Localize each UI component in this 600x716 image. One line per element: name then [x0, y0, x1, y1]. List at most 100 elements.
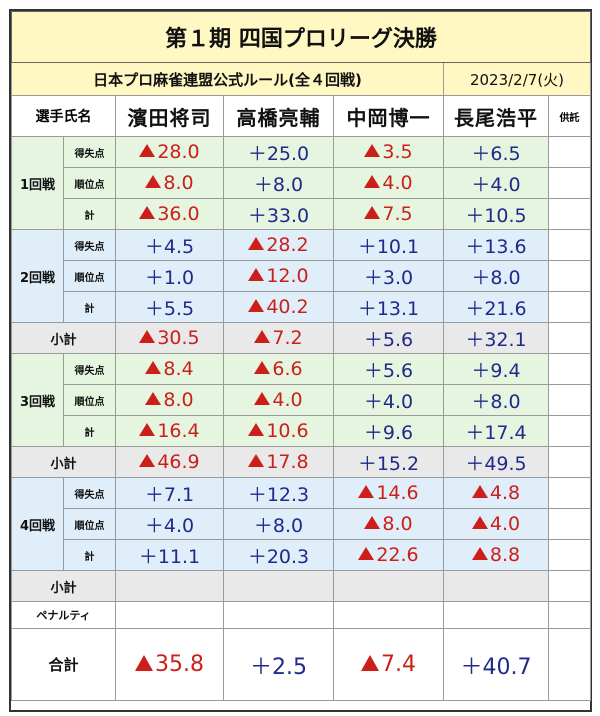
score-value: ＋10.5: [443, 198, 549, 230]
score-value: 12.0: [223, 260, 334, 292]
score-value: ＋17.4: [443, 415, 549, 447]
score-value: ＋3.0: [333, 260, 444, 292]
deposit-cell: [548, 260, 591, 292]
penalty-row: ペナルティ: [11, 601, 591, 629]
row-type-label: 計: [63, 291, 116, 323]
score-text: ＋2.5: [250, 654, 307, 680]
penalty-label: ペナルティ: [11, 601, 116, 629]
score-text: 4.0: [489, 513, 521, 535]
subtotal-row: 小計: [11, 570, 591, 602]
score-value: 7.5: [333, 198, 444, 230]
penalty-cell: [333, 601, 444, 629]
table-row: 計 16.4 10.6 ＋9.6 ＋17.4: [12, 415, 591, 447]
score-value: ＋9.6: [333, 415, 444, 447]
score-value: ＋4.0: [115, 508, 224, 540]
score-value: 8.0: [333, 508, 444, 540]
score-text: ＋32.1: [465, 328, 527, 351]
score-value: ＋8.0: [223, 508, 334, 540]
deposit-cell: [548, 601, 591, 629]
table-row: 4回戦 得失点 ＋7.1 ＋12.3 14.6 4.8: [11, 477, 591, 571]
player-name: 中岡博一: [333, 95, 444, 137]
score-value: ＋4.0: [443, 167, 549, 199]
score-text: ＋12.3: [247, 483, 310, 506]
penalty-cell: [443, 601, 549, 629]
score-value: 4.8: [443, 477, 549, 509]
row-type-label: 順位点: [63, 384, 116, 416]
deposit-cell: [548, 229, 591, 261]
score-value: ＋25.0: [223, 136, 334, 168]
score-value: ＋5.6: [333, 353, 444, 385]
score-text: 35.8: [155, 652, 204, 677]
score-value: 7.2: [223, 322, 334, 354]
score-value: 17.8: [223, 446, 334, 478]
table-row: 1回戦 得失点 28.0 ＋25.0 3.5 ＋6.5: [11, 136, 591, 230]
penalty-cell: [223, 601, 334, 629]
score-value: 22.6: [333, 539, 444, 571]
score-value: 3.5: [333, 136, 444, 168]
score-text: 14.6: [376, 482, 419, 504]
red-triangle-icon: [361, 655, 379, 671]
score-value: ＋5.5: [115, 291, 224, 323]
score-value: 8.8: [443, 539, 549, 571]
score-text: 46.9: [157, 451, 200, 473]
score-text: ＋8.0: [471, 390, 521, 413]
table-row: 計 ＋11.1 ＋20.3 22.6 8.8: [12, 539, 591, 571]
red-triangle-icon: [364, 144, 381, 157]
deposit-cell: [548, 167, 591, 199]
player-name: 長尾浩平: [443, 95, 549, 137]
red-triangle-icon: [471, 485, 488, 498]
score-value: 7.4: [333, 628, 444, 701]
score-value: [223, 570, 334, 602]
score-text: 8.0: [163, 172, 194, 194]
score-text: ＋10.5: [465, 204, 527, 227]
score-value: 4.0: [223, 384, 334, 416]
row-type-label: 得失点: [63, 229, 116, 261]
deposit-cell: [548, 570, 591, 602]
round-label: 2回戦: [11, 229, 64, 323]
row-type-label: 得失点: [63, 353, 116, 385]
score-text: 7.5: [382, 203, 413, 225]
score-text: ＋5.5: [144, 297, 195, 320]
score-value: ＋5.6: [333, 322, 444, 354]
score-value: 8.0: [115, 384, 224, 416]
row-type-label: 計: [63, 415, 116, 447]
red-triangle-icon: [254, 330, 271, 343]
page-title: 第１期 四国プロリーグ決勝: [11, 11, 591, 63]
score-value: ＋7.1: [115, 477, 224, 509]
red-triangle-icon: [145, 392, 162, 405]
score-text: 4.0: [272, 389, 303, 411]
subtotal-label: 小計: [11, 570, 116, 602]
red-triangle-icon: [248, 454, 265, 467]
subtotal-row: 小計 30.5 7.2 ＋5.6 ＋32.1: [11, 322, 591, 354]
red-triangle-icon: [145, 361, 162, 374]
table-row: 順位点 ＋4.0 ＋8.0 8.0 4.0: [12, 508, 591, 540]
score-text: ＋8.0: [253, 514, 304, 537]
round-label: 4回戦: [11, 477, 64, 571]
score-text: ＋49.5: [465, 452, 527, 475]
score-value: [333, 570, 444, 602]
deposit-cell: [548, 322, 591, 354]
score-value: 4.0: [333, 167, 444, 199]
subtotal-row: 小計 46.9 17.8 ＋15.2 ＋49.5: [11, 446, 591, 478]
row-type-label: 計: [63, 198, 116, 230]
score-value: 14.6: [333, 477, 444, 509]
score-text: 28.2: [266, 234, 309, 256]
row-type-label: 得失点: [63, 136, 116, 168]
score-value: ＋32.1: [443, 322, 549, 354]
row-type-label: 順位点: [63, 508, 116, 540]
score-text: 8.0: [163, 389, 194, 411]
score-text: 8.8: [489, 544, 521, 566]
score-text: ＋20.3: [247, 545, 310, 568]
subtotal-label: 小計: [11, 322, 116, 354]
score-text: 40.2: [266, 296, 309, 318]
grand-total-row: 合計 35.8 ＋2.5 7.4 ＋40.7: [11, 628, 591, 701]
score-sheet: 第１期 四国プロリーグ決勝 日本プロ麻雀連盟公式ルール(全４回戦) 2023/2…: [9, 9, 592, 712]
score-value: 35.8: [115, 628, 224, 701]
red-triangle-icon: [471, 547, 488, 560]
deposit-cell: [548, 198, 591, 230]
score-value: ＋13.1: [333, 291, 444, 323]
score-text: 17.8: [266, 451, 309, 473]
score-text: ＋4.0: [363, 390, 414, 413]
table-row: 計 ＋5.5 40.2 ＋13.1 ＋21.6: [12, 291, 591, 323]
penalty-cell: [115, 601, 224, 629]
